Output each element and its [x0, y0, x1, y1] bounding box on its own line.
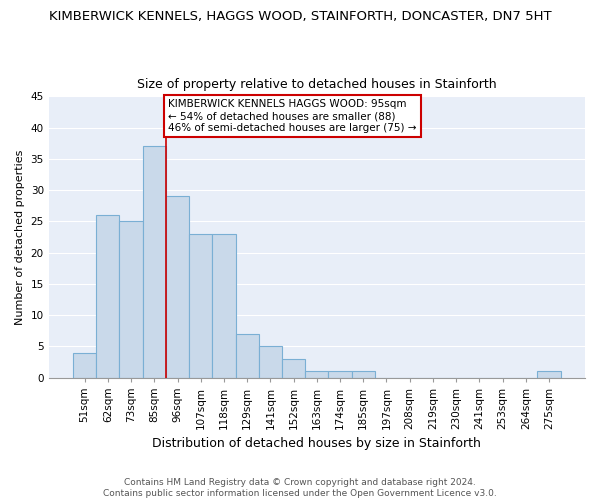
- Title: Size of property relative to detached houses in Stainforth: Size of property relative to detached ho…: [137, 78, 497, 91]
- Text: Contains HM Land Registry data © Crown copyright and database right 2024.
Contai: Contains HM Land Registry data © Crown c…: [103, 478, 497, 498]
- Bar: [282, 359, 305, 378]
- Bar: [305, 372, 328, 378]
- Y-axis label: Number of detached properties: Number of detached properties: [15, 149, 25, 324]
- Bar: [236, 334, 259, 378]
- Bar: [189, 234, 212, 378]
- Bar: [328, 372, 352, 378]
- Bar: [538, 372, 560, 378]
- Bar: [96, 215, 119, 378]
- X-axis label: Distribution of detached houses by size in Stainforth: Distribution of detached houses by size …: [152, 437, 481, 450]
- Text: KIMBERWICK KENNELS HAGGS WOOD: 95sqm
← 54% of detached houses are smaller (88)
4: KIMBERWICK KENNELS HAGGS WOOD: 95sqm ← 5…: [168, 100, 417, 132]
- Bar: [212, 234, 236, 378]
- Bar: [259, 346, 282, 378]
- Bar: [166, 196, 189, 378]
- Bar: [352, 372, 375, 378]
- Text: KIMBERWICK KENNELS, HAGGS WOOD, STAINFORTH, DONCASTER, DN7 5HT: KIMBERWICK KENNELS, HAGGS WOOD, STAINFOR…: [49, 10, 551, 23]
- Bar: [119, 222, 143, 378]
- Bar: [143, 146, 166, 378]
- Bar: [73, 352, 96, 378]
